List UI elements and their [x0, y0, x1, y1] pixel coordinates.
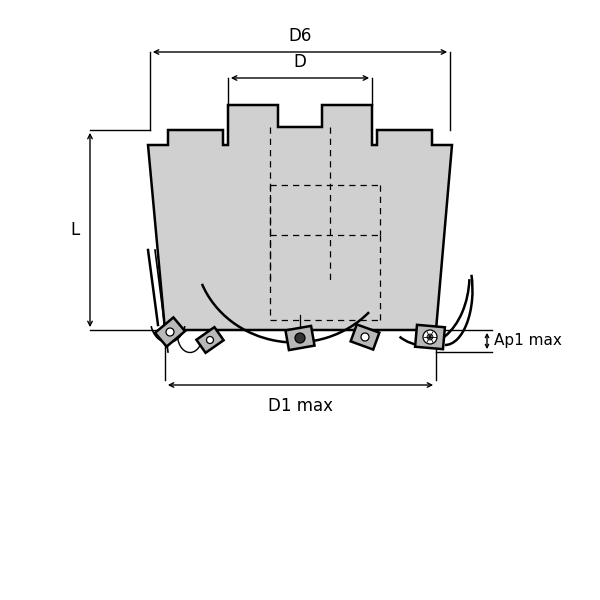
Text: D6: D6 — [289, 27, 311, 45]
Circle shape — [166, 328, 174, 336]
Polygon shape — [148, 105, 452, 330]
Circle shape — [361, 333, 369, 341]
Circle shape — [427, 334, 433, 340]
Circle shape — [206, 337, 214, 343]
Text: L: L — [70, 221, 80, 239]
Text: D: D — [293, 53, 307, 71]
Polygon shape — [196, 327, 224, 353]
Circle shape — [423, 330, 437, 344]
Polygon shape — [286, 326, 314, 350]
Polygon shape — [415, 325, 445, 349]
Polygon shape — [155, 317, 185, 347]
Circle shape — [295, 333, 305, 343]
Text: D1 max: D1 max — [268, 397, 333, 415]
Polygon shape — [350, 325, 379, 350]
Text: Ap1 max: Ap1 max — [494, 334, 562, 349]
